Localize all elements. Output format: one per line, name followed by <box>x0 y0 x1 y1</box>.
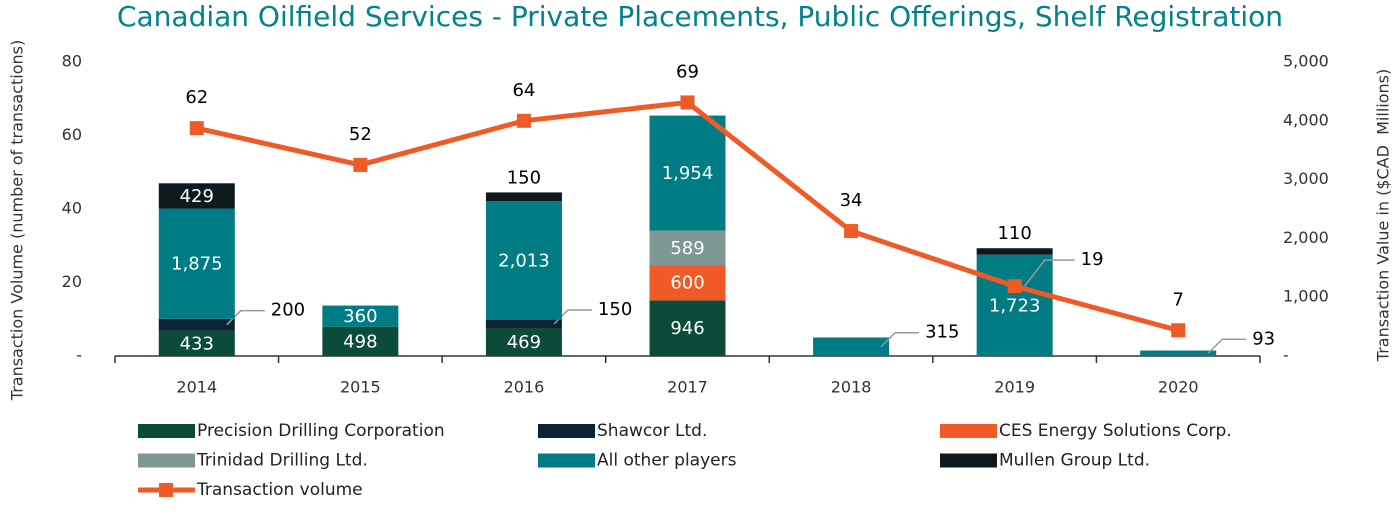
x-tick-label: 2017 <box>667 378 708 397</box>
data-label: 589 <box>670 238 704 259</box>
line-marker <box>189 121 204 136</box>
data-label: 69 <box>676 61 699 82</box>
bar-segment <box>649 300 726 356</box>
bar-segment <box>158 183 235 209</box>
data-label: 2,013 <box>498 250 550 271</box>
bar-segment <box>976 248 1053 255</box>
leader-line <box>1207 338 1247 354</box>
legend-label: Trinidad Drilling Ltd. <box>196 451 368 471</box>
data-label: 429 <box>180 186 214 207</box>
data-label: 34 <box>840 190 863 211</box>
bar-segment <box>158 208 235 319</box>
y-tick-label: 60 <box>62 125 82 144</box>
bar-segment <box>158 330 235 356</box>
data-label: 1,875 <box>171 254 223 275</box>
legend-swatch <box>940 453 997 468</box>
bar-segment <box>158 318 235 331</box>
legend-swatch <box>138 453 195 468</box>
bar-segment <box>649 230 726 266</box>
x-tick-label: 2015 <box>340 378 381 397</box>
line-marker <box>516 113 531 128</box>
bar-segment <box>1140 350 1217 356</box>
data-label: 62 <box>185 87 208 108</box>
line-marker <box>1007 279 1022 294</box>
data-label: 93 <box>1252 328 1275 349</box>
bar-segment <box>322 326 399 356</box>
legend-label: Mullen Group Ltd. <box>999 451 1150 471</box>
data-label: 52 <box>349 124 372 145</box>
bar-segment <box>485 192 562 202</box>
data-label: 64 <box>512 80 535 101</box>
y2-tick-label: 2,000 <box>1283 228 1329 247</box>
data-label: 360 <box>343 306 377 327</box>
legend-swatch <box>940 424 997 438</box>
y2-axis-label: Transaction Value in ($CAD Millions) <box>1374 69 1393 362</box>
data-label: 7 <box>1172 289 1183 310</box>
data-label: 498 <box>343 331 377 352</box>
y2-tick-label: 4,000 <box>1283 110 1329 129</box>
data-label: 110 <box>997 223 1031 244</box>
x-tick-label: 2020 <box>1158 378 1199 397</box>
bar-segment <box>485 319 562 329</box>
y-tick-label: 80 <box>62 52 82 71</box>
line-marker <box>844 224 859 239</box>
data-label: 200 <box>271 300 305 321</box>
legend-label: Shawcor Ltd. <box>597 421 707 441</box>
data-label: 150 <box>507 167 541 188</box>
data-label: 433 <box>180 333 214 354</box>
bar-segment <box>976 254 1053 356</box>
legend-label: Precision Drilling Corporation <box>197 421 445 441</box>
legend-swatch <box>138 424 195 438</box>
legend-swatch <box>538 424 595 438</box>
y2-tick-label: 3,000 <box>1283 169 1329 188</box>
x-tick-label: 2018 <box>831 378 872 397</box>
x-tick-label: 2016 <box>504 378 545 397</box>
x-tick-label: 2014 <box>176 378 217 397</box>
leader-line <box>1024 259 1075 287</box>
line-marker <box>353 157 368 172</box>
y-axis-label: Transaction Volume (number of transactio… <box>8 40 27 401</box>
leader-line <box>226 309 265 326</box>
y2-tick-label: 5,000 <box>1283 52 1329 71</box>
leader-line <box>880 331 920 348</box>
legend-swatch <box>159 483 173 497</box>
legend-label: Transaction volume <box>196 480 363 500</box>
bar-segment <box>322 305 399 327</box>
bar-segment <box>813 337 890 356</box>
legend-swatch <box>538 453 595 468</box>
y2-tick-label: 1,000 <box>1283 287 1329 306</box>
y-tick-label: 40 <box>62 199 82 218</box>
line-marker <box>680 95 695 110</box>
y2-tick-label: - <box>1283 346 1289 365</box>
data-label: 315 <box>925 322 959 343</box>
legend-label: CES Energy Solutions Corp. <box>999 421 1232 441</box>
x-tick-label: 2019 <box>994 378 1035 397</box>
y-tick-label: - <box>76 346 82 365</box>
data-label: 19 <box>1081 249 1104 270</box>
data-label: 946 <box>670 318 704 339</box>
y-tick-label: 20 <box>62 272 82 291</box>
data-label: 469 <box>507 332 541 353</box>
legend-label: All other players <box>597 451 737 471</box>
data-label: 1,723 <box>989 295 1041 316</box>
data-label: 600 <box>670 273 704 294</box>
data-label: 1,954 <box>662 163 714 184</box>
chart-title: Canadian Oilfield Services - Private Pla… <box>117 0 1283 33</box>
bar-segment <box>649 265 726 301</box>
line-marker <box>1171 323 1186 338</box>
bar-segment <box>485 201 562 320</box>
bar-segment <box>649 115 726 231</box>
data-label: 150 <box>598 299 632 320</box>
bar-segment <box>485 328 562 356</box>
